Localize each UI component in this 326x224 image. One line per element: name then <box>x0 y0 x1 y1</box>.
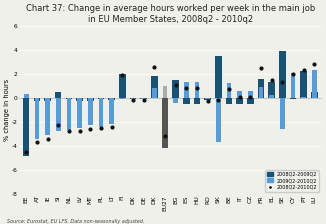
Point <box>173 83 178 86</box>
Bar <box>259 87 263 98</box>
Bar <box>141 98 146 99</box>
Bar <box>290 98 296 99</box>
Bar <box>66 98 72 99</box>
Bar <box>269 82 275 98</box>
Bar <box>237 91 242 98</box>
Point <box>56 124 61 127</box>
Bar <box>98 98 103 127</box>
Bar <box>98 98 104 99</box>
Point <box>77 130 82 133</box>
Point <box>280 80 285 84</box>
Bar <box>279 51 286 98</box>
Bar <box>45 98 50 135</box>
Point <box>45 137 50 140</box>
Bar <box>35 98 39 139</box>
Point <box>162 134 168 138</box>
Bar <box>24 94 29 98</box>
Point <box>67 130 72 133</box>
Point <box>141 99 146 102</box>
Point <box>130 99 136 102</box>
Point <box>152 65 157 68</box>
Bar <box>258 79 264 98</box>
Bar <box>109 98 115 100</box>
Bar <box>87 98 94 101</box>
Point <box>34 140 39 144</box>
Point <box>259 66 264 70</box>
Bar <box>215 56 222 98</box>
Point <box>226 88 231 91</box>
Bar <box>76 98 83 101</box>
Bar <box>311 92 318 98</box>
Bar <box>109 98 114 124</box>
Y-axis label: % change in hours: % change in hours <box>4 79 10 141</box>
Point <box>194 86 200 90</box>
Bar <box>77 98 82 128</box>
Bar <box>44 98 51 101</box>
Point <box>109 125 114 129</box>
Bar <box>301 97 306 98</box>
Bar <box>312 70 317 98</box>
Bar <box>172 80 179 98</box>
Bar <box>194 98 200 104</box>
Bar <box>56 98 61 131</box>
Point <box>205 100 210 103</box>
Point <box>24 150 29 154</box>
Bar <box>301 71 307 98</box>
Bar <box>151 76 157 98</box>
Bar <box>130 98 136 99</box>
Point <box>216 99 221 102</box>
Bar <box>163 86 167 98</box>
Point <box>88 127 93 131</box>
Bar <box>236 98 243 104</box>
Bar <box>184 82 189 98</box>
Bar <box>55 92 62 98</box>
Bar <box>216 98 221 142</box>
Bar <box>67 98 71 130</box>
Bar <box>205 98 210 99</box>
Bar <box>195 82 200 98</box>
Bar <box>248 91 253 98</box>
Bar <box>162 98 168 148</box>
Point <box>312 62 317 66</box>
Bar <box>120 98 125 99</box>
Point <box>184 86 189 90</box>
Bar <box>141 98 147 99</box>
Bar <box>23 98 29 155</box>
Point <box>301 68 306 72</box>
Bar <box>88 98 93 125</box>
Point <box>290 72 296 75</box>
Bar <box>183 98 189 104</box>
Bar <box>204 98 211 100</box>
Point <box>120 73 125 77</box>
Point <box>98 126 104 130</box>
Title: Chart 37: Change in average hours worked per week in the main job
in EU Member S: Chart 37: Change in average hours worked… <box>26 4 315 24</box>
Point <box>248 95 253 98</box>
Bar <box>119 74 126 98</box>
Bar <box>269 95 274 98</box>
Bar <box>280 98 285 129</box>
Bar <box>227 83 231 98</box>
Bar <box>226 98 232 104</box>
Bar <box>131 98 135 99</box>
Legend: 2008Q2-2009Q2, 2009Q2-2010Q2, 2008Q2-2010Q2: 2008Q2-2009Q2, 2009Q2-2010Q2, 2008Q2-201… <box>265 170 319 192</box>
Text: Source: Eurostat, EU LFS. Data non-seasonally adjusted.: Source: Eurostat, EU LFS. Data non-seaso… <box>7 219 144 224</box>
Bar <box>173 98 178 103</box>
Point <box>269 78 274 82</box>
Bar <box>152 88 157 98</box>
Point <box>237 95 242 98</box>
Bar <box>247 98 254 104</box>
Bar <box>290 73 295 98</box>
Bar <box>34 98 40 101</box>
